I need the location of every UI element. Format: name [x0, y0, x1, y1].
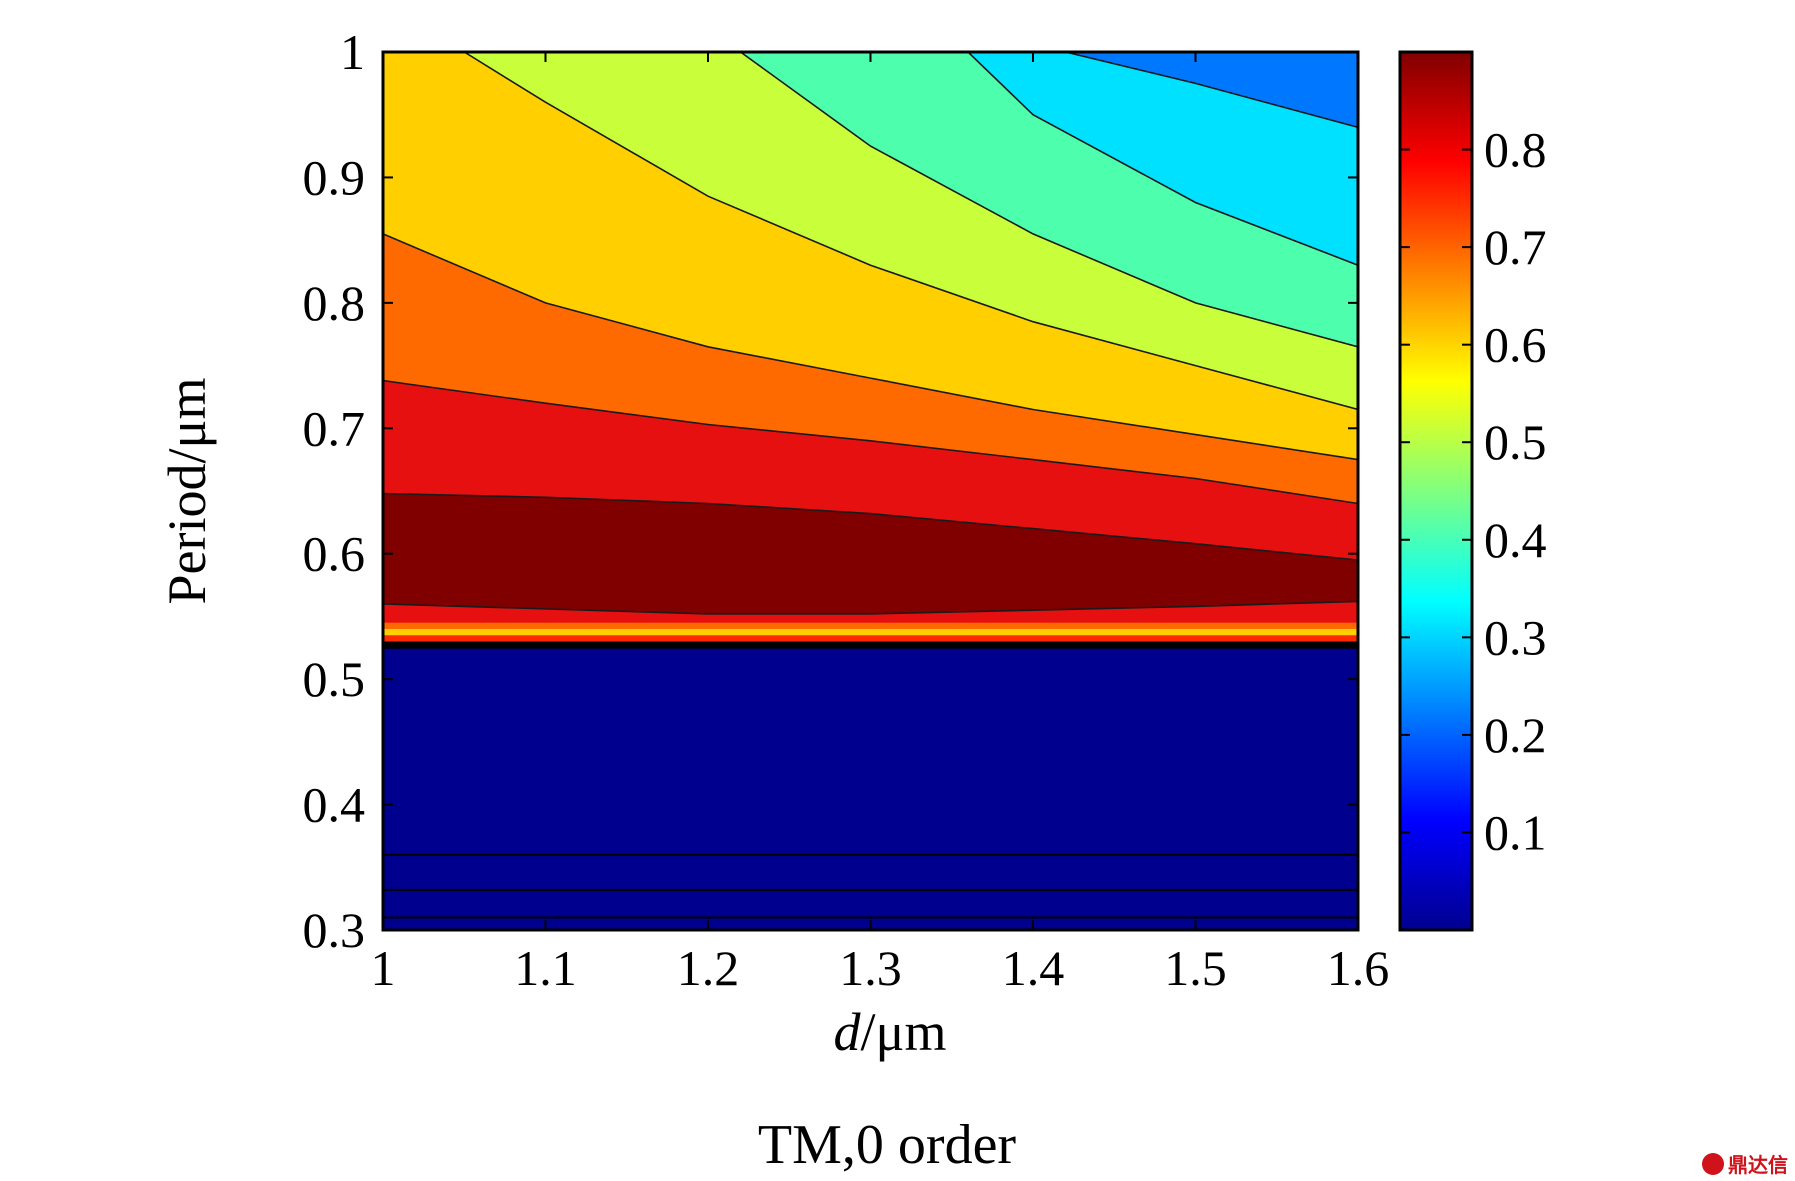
cutoff-band-strip [383, 622, 1358, 630]
colorbar-tick-label: 0.3 [1484, 609, 1547, 665]
colorbar-tick-label: 0.7 [1484, 219, 1547, 275]
contour-line-0.8 [383, 379, 1358, 505]
cutoff-band-strip [383, 641, 1358, 649]
y-tick-label: 0.3 [303, 902, 366, 958]
contour-line-0.7 [383, 233, 1358, 461]
y-tick-label: 0.7 [303, 400, 366, 456]
x-tick-label: 1.1 [514, 940, 577, 996]
colorbar-tick-label: 0.5 [1484, 414, 1547, 470]
figure-caption: TM,0 order [758, 1114, 1017, 1176]
cutoff-band-strip [383, 635, 1358, 643]
colorbar-tick-label: 0.6 [1484, 317, 1547, 373]
y-tick-label: 0.6 [303, 526, 366, 582]
x-tick-label: 1.3 [839, 940, 902, 996]
y-tick-label: 0.4 [303, 777, 366, 833]
contour-plot-area [381, 50, 1360, 932]
colorbar-tick-label: 0.2 [1484, 707, 1547, 763]
contour-line-plateau [383, 600, 1358, 615]
contour-line-0.5 [740, 52, 1358, 348]
contour-line-0.3 [1065, 52, 1358, 129]
colorbar: 0.1 0.2 0.3 0.4 0.5 0.6 0.7 0.8 [1398, 50, 1547, 932]
watermark-text: 鼎达信 [1728, 1153, 1788, 1177]
x-tick-label: 1.2 [677, 940, 740, 996]
colorbar-tick-label: 0.8 [1484, 122, 1547, 178]
y-axis: 0.3 0.4 0.5 0.6 0.7 0.8 0.9 1 [303, 24, 1358, 958]
x-axis-label: d/μm [834, 1002, 947, 1062]
colorbar-gradient [1398, 50, 1474, 932]
x-tick-label: 1.4 [1002, 940, 1065, 996]
colorbar-tick-label: 0.4 [1484, 512, 1547, 568]
y-axis-label: Period/μm [157, 378, 217, 605]
x-tick-label: 1.6 [1327, 940, 1390, 996]
x-tick-label: 1 [371, 940, 396, 996]
watermark: 鼎达信 [1702, 1153, 1788, 1177]
contour-line-0.6 [463, 52, 1358, 411]
region-deep-blue [383, 647, 1358, 930]
x-tick-label: 1.5 [1164, 940, 1227, 996]
y-tick-label: 1 [340, 24, 365, 80]
contour-line-0.4 [967, 52, 1358, 266]
y-tick-label: 0.8 [303, 275, 366, 331]
cutoff-band-strip [383, 628, 1358, 636]
colorbar-tick-label: 0.1 [1484, 804, 1547, 860]
y-tick-label: 0.9 [303, 149, 366, 205]
x-axis: 1 1.1 1.2 1.3 1.4 1.5 1.6 [371, 52, 1390, 996]
y-tick-label: 0.5 [303, 651, 366, 707]
contour-line-0.85 [383, 492, 1358, 561]
watermark-logo-icon [1702, 1153, 1724, 1175]
